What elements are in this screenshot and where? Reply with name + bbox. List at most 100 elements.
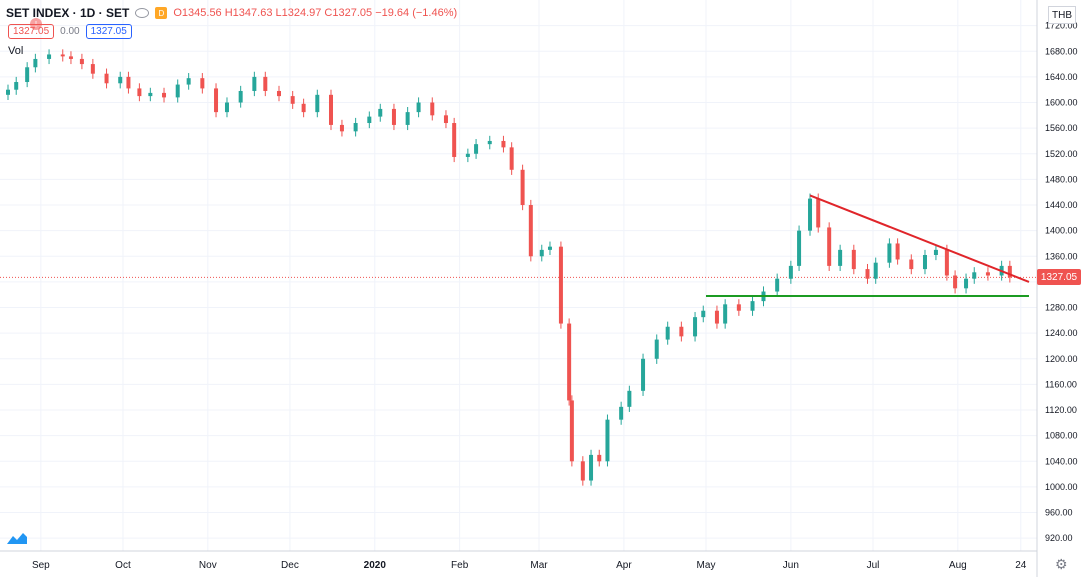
candle-body: [654, 339, 659, 359]
candle-body: [953, 275, 958, 289]
candle-body: [104, 73, 109, 84]
candle-body: [465, 153, 470, 157]
candle-body: [589, 454, 594, 481]
candle-body: [736, 304, 741, 311]
symbol-title[interactable]: SET INDEX · 1D · SET: [6, 6, 130, 20]
time-tick-label: May: [697, 560, 716, 571]
price-tick-label: 1680.00: [1045, 46, 1078, 56]
candle-body: [416, 102, 421, 113]
price-tick-label: 1600.00: [1045, 98, 1078, 108]
candle-body: [118, 76, 123, 84]
candle-body: [47, 54, 52, 59]
candle-body: [33, 58, 38, 68]
candle-body: [378, 108, 383, 117]
candle-body: [276, 90, 281, 97]
price-tick-label: 1000.00: [1045, 482, 1078, 492]
candle-body: [933, 249, 938, 255]
candle-body: [547, 246, 552, 250]
last-price-tag: 1327.05: [1037, 269, 1081, 286]
candle-body: [25, 67, 30, 83]
candle-body: [580, 461, 585, 481]
chart-legend: SET INDEX · 1D · SET D O1345.56 H1347.63…: [6, 6, 457, 20]
candle-body: [301, 103, 306, 113]
candle-body: [985, 272, 990, 276]
price-tick-label: 1400.00: [1045, 226, 1078, 236]
price-tick-label: 1560.00: [1045, 123, 1078, 133]
zero-value: 0.00: [60, 26, 80, 37]
d-badge[interactable]: D: [155, 7, 168, 19]
gear-icon[interactable]: ⚙: [1055, 556, 1068, 572]
candle-body: [474, 144, 479, 154]
price-tick-label: 1720.00: [1045, 21, 1078, 31]
time-tick-label: Feb: [451, 560, 469, 571]
candle-body: [865, 269, 870, 279]
candle-body: [487, 140, 492, 145]
candle-body: [186, 78, 191, 85]
price-tick-label: 1120.00: [1045, 405, 1077, 415]
eye-icon[interactable]: [135, 8, 150, 18]
candle-body: [200, 78, 205, 89]
vol-label[interactable]: Vol: [8, 45, 24, 57]
candle-body: [569, 400, 574, 462]
candle-body: [558, 246, 563, 324]
price-tick-label: 1480.00: [1045, 174, 1078, 184]
tradingview-logo-icon[interactable]: [6, 530, 28, 546]
price-tick-label: 1240.00: [1045, 328, 1078, 338]
candle-body: [60, 54, 65, 57]
candle-body: [148, 92, 153, 97]
candle-body: [539, 249, 544, 257]
candle-body: [679, 326, 684, 337]
time-tick-label: Oct: [115, 560, 131, 571]
price-tick-label: 920.00: [1045, 533, 1073, 543]
candle-body: [6, 89, 10, 95]
candle-body: [452, 123, 457, 157]
candle-body: [851, 249, 856, 270]
candle-body: [339, 124, 344, 132]
candle-body: [430, 102, 435, 116]
volume-indicator-row: 1327.05 0.00 1327.05: [8, 24, 132, 39]
candle-body: [750, 301, 755, 311]
price-tick-label: 1640.00: [1045, 72, 1078, 82]
candle-body: [68, 56, 73, 59]
candle-body: [263, 76, 268, 91]
candle-body: [701, 310, 706, 318]
candle-body: [520, 169, 525, 206]
price-tick-label: 1040.00: [1045, 456, 1078, 466]
price-box-blue: 1327.05: [85, 24, 132, 39]
candle-body: [797, 230, 802, 266]
candle-body: [873, 262, 878, 279]
time-tick-label: Aug: [949, 560, 967, 571]
candle-body: [597, 454, 602, 462]
time-tick-label: 24: [1015, 560, 1027, 571]
candle-body: [641, 358, 646, 391]
candle-body: [964, 278, 969, 289]
candle-body: [126, 76, 131, 89]
candle-body: [405, 112, 410, 125]
price-tick-label: 1080.00: [1045, 431, 1078, 441]
candle-body: [895, 243, 900, 260]
candle-body: [972, 272, 977, 279]
candle-body: [922, 254, 927, 270]
candle-body: [315, 94, 320, 113]
currency-label[interactable]: THB: [1048, 6, 1076, 24]
candle-body: [775, 278, 780, 292]
candle-body: [501, 140, 506, 148]
time-tick-label: Apr: [616, 560, 632, 571]
candle-body: [714, 310, 719, 324]
candle-body: [887, 243, 892, 263]
candle-body: [252, 76, 257, 91]
candle-body: [367, 116, 372, 124]
candle-body: [214, 88, 219, 113]
candle-body: [1007, 265, 1012, 278]
time-tick-label: Sep: [32, 560, 50, 571]
time-tick-label: Dec: [281, 560, 299, 571]
candle-body: [788, 265, 793, 279]
price-tick-label: 960.00: [1045, 508, 1073, 518]
candle-body: [290, 96, 295, 104]
candle-body: [14, 82, 19, 90]
candle-body: [816, 198, 821, 228]
candle-body: [443, 115, 448, 124]
price-box-red: 1327.05: [8, 24, 55, 39]
